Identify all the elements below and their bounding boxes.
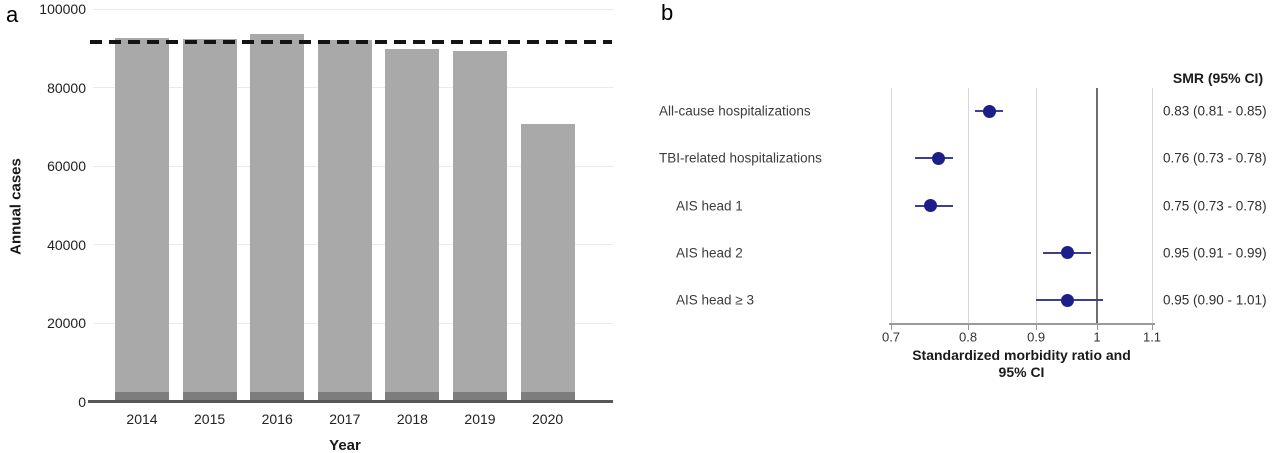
row-label: AIS head ≥ 3: [676, 292, 754, 308]
x-axis-label: Year: [329, 437, 361, 453]
smr-dot: [1060, 293, 1074, 307]
axis-tick: [968, 325, 970, 330]
y-axis-label: Annual cases: [7, 158, 25, 255]
bar-segment-light: [385, 49, 440, 393]
x-tick-label: 2015: [194, 411, 226, 427]
panel-a-letter: a: [6, 2, 19, 27]
bar-segment-dark: [115, 392, 169, 402]
x-tick-label: 2020: [532, 411, 564, 427]
x-axis-line: [88, 400, 613, 403]
y-tick-label: 0: [78, 394, 86, 410]
bar-segment-light: [115, 37, 169, 393]
gridline: [93, 8, 614, 10]
smr-value: 0.95 (0.90 - 1.01): [1163, 292, 1267, 308]
bar-segment-dark: [453, 392, 507, 402]
bar: [317, 39, 372, 402]
x-tick-label: 2014: [126, 411, 158, 427]
smr-value: 0.83 (0.81 - 0.85): [1163, 103, 1267, 119]
smr-value: 0.75 (0.73 - 0.78): [1163, 198, 1267, 214]
x-tick-label: 2019: [464, 411, 496, 427]
reference-line: [1095, 88, 1098, 323]
axis-tick-label: 1.1: [1142, 329, 1162, 345]
forest-axis-title-line1: Standardized morbidity ratio and: [912, 347, 1131, 363]
smr-dot: [982, 104, 996, 118]
x-tick-label: 2016: [261, 411, 293, 427]
bar-segment-dark: [520, 392, 575, 402]
forest-axis-title-line2: 95% CI: [998, 364, 1045, 380]
bar: [250, 33, 305, 402]
axis-tick-label: 0.8: [959, 329, 978, 345]
forest-gridline: [890, 88, 892, 323]
forest-x-axis-line: [889, 323, 1155, 325]
y-tick-label: 80000: [47, 79, 86, 96]
bar-segment-dark: [317, 392, 372, 402]
panel-b-letter: b: [661, 0, 674, 25]
y-tick-label: 40000: [47, 236, 86, 253]
axis-tick: [891, 325, 892, 330]
bar-segment-light: [250, 33, 305, 393]
axis-tick: [1152, 325, 1153, 330]
smr-dot: [924, 199, 938, 213]
y-tick-label: 20000: [47, 315, 86, 332]
bar-segment-dark: [385, 392, 440, 402]
bar-segment-light: [453, 50, 507, 393]
row-label: All-cause hospitalizations: [659, 103, 811, 119]
forest-gridline: [1151, 88, 1153, 323]
smr-value: 0.95 (0.91 - 0.99): [1163, 245, 1267, 261]
bar: [115, 37, 169, 402]
bar-segment-light: [317, 39, 372, 393]
smr-dot: [931, 151, 945, 165]
forest-axis-title: Standardized morbidity ratio and 95% CI: [886, 347, 1157, 381]
smr-dot: [1060, 246, 1074, 260]
bar: [182, 38, 237, 402]
axis-tick: [1096, 325, 1098, 330]
row-label: AIS head 2: [676, 245, 743, 261]
bar: [453, 50, 507, 402]
row-label: TBI-related hospitalizations: [659, 150, 822, 166]
x-tick-label: 2018: [396, 411, 428, 427]
bar-segment-light: [520, 123, 575, 393]
axis-tick-label: 1: [1093, 329, 1101, 345]
bar: [520, 123, 575, 402]
bar: [385, 49, 440, 402]
y-tick-label: 60000: [47, 158, 86, 175]
forest-gridline: [1035, 88, 1037, 323]
y-tick-label: 100000: [39, 1, 86, 17]
bar-segment-dark: [182, 392, 237, 402]
axis-tick: [1036, 325, 1038, 330]
smr-value: 0.76 (0.73 - 0.78): [1163, 150, 1267, 166]
bar-segment-light: [182, 38, 237, 393]
row-label: AIS head 1: [676, 198, 743, 214]
dashed-reference-line: [90, 39, 612, 44]
smr-column-header: SMR (95% CI): [1172, 70, 1264, 86]
bar-segment-dark: [250, 392, 305, 402]
axis-tick-label: 0.7: [881, 329, 901, 345]
forest-gridline: [967, 88, 969, 323]
x-tick-label: 2017: [329, 411, 361, 427]
axis-tick-label: 0.9: [1027, 329, 1046, 345]
